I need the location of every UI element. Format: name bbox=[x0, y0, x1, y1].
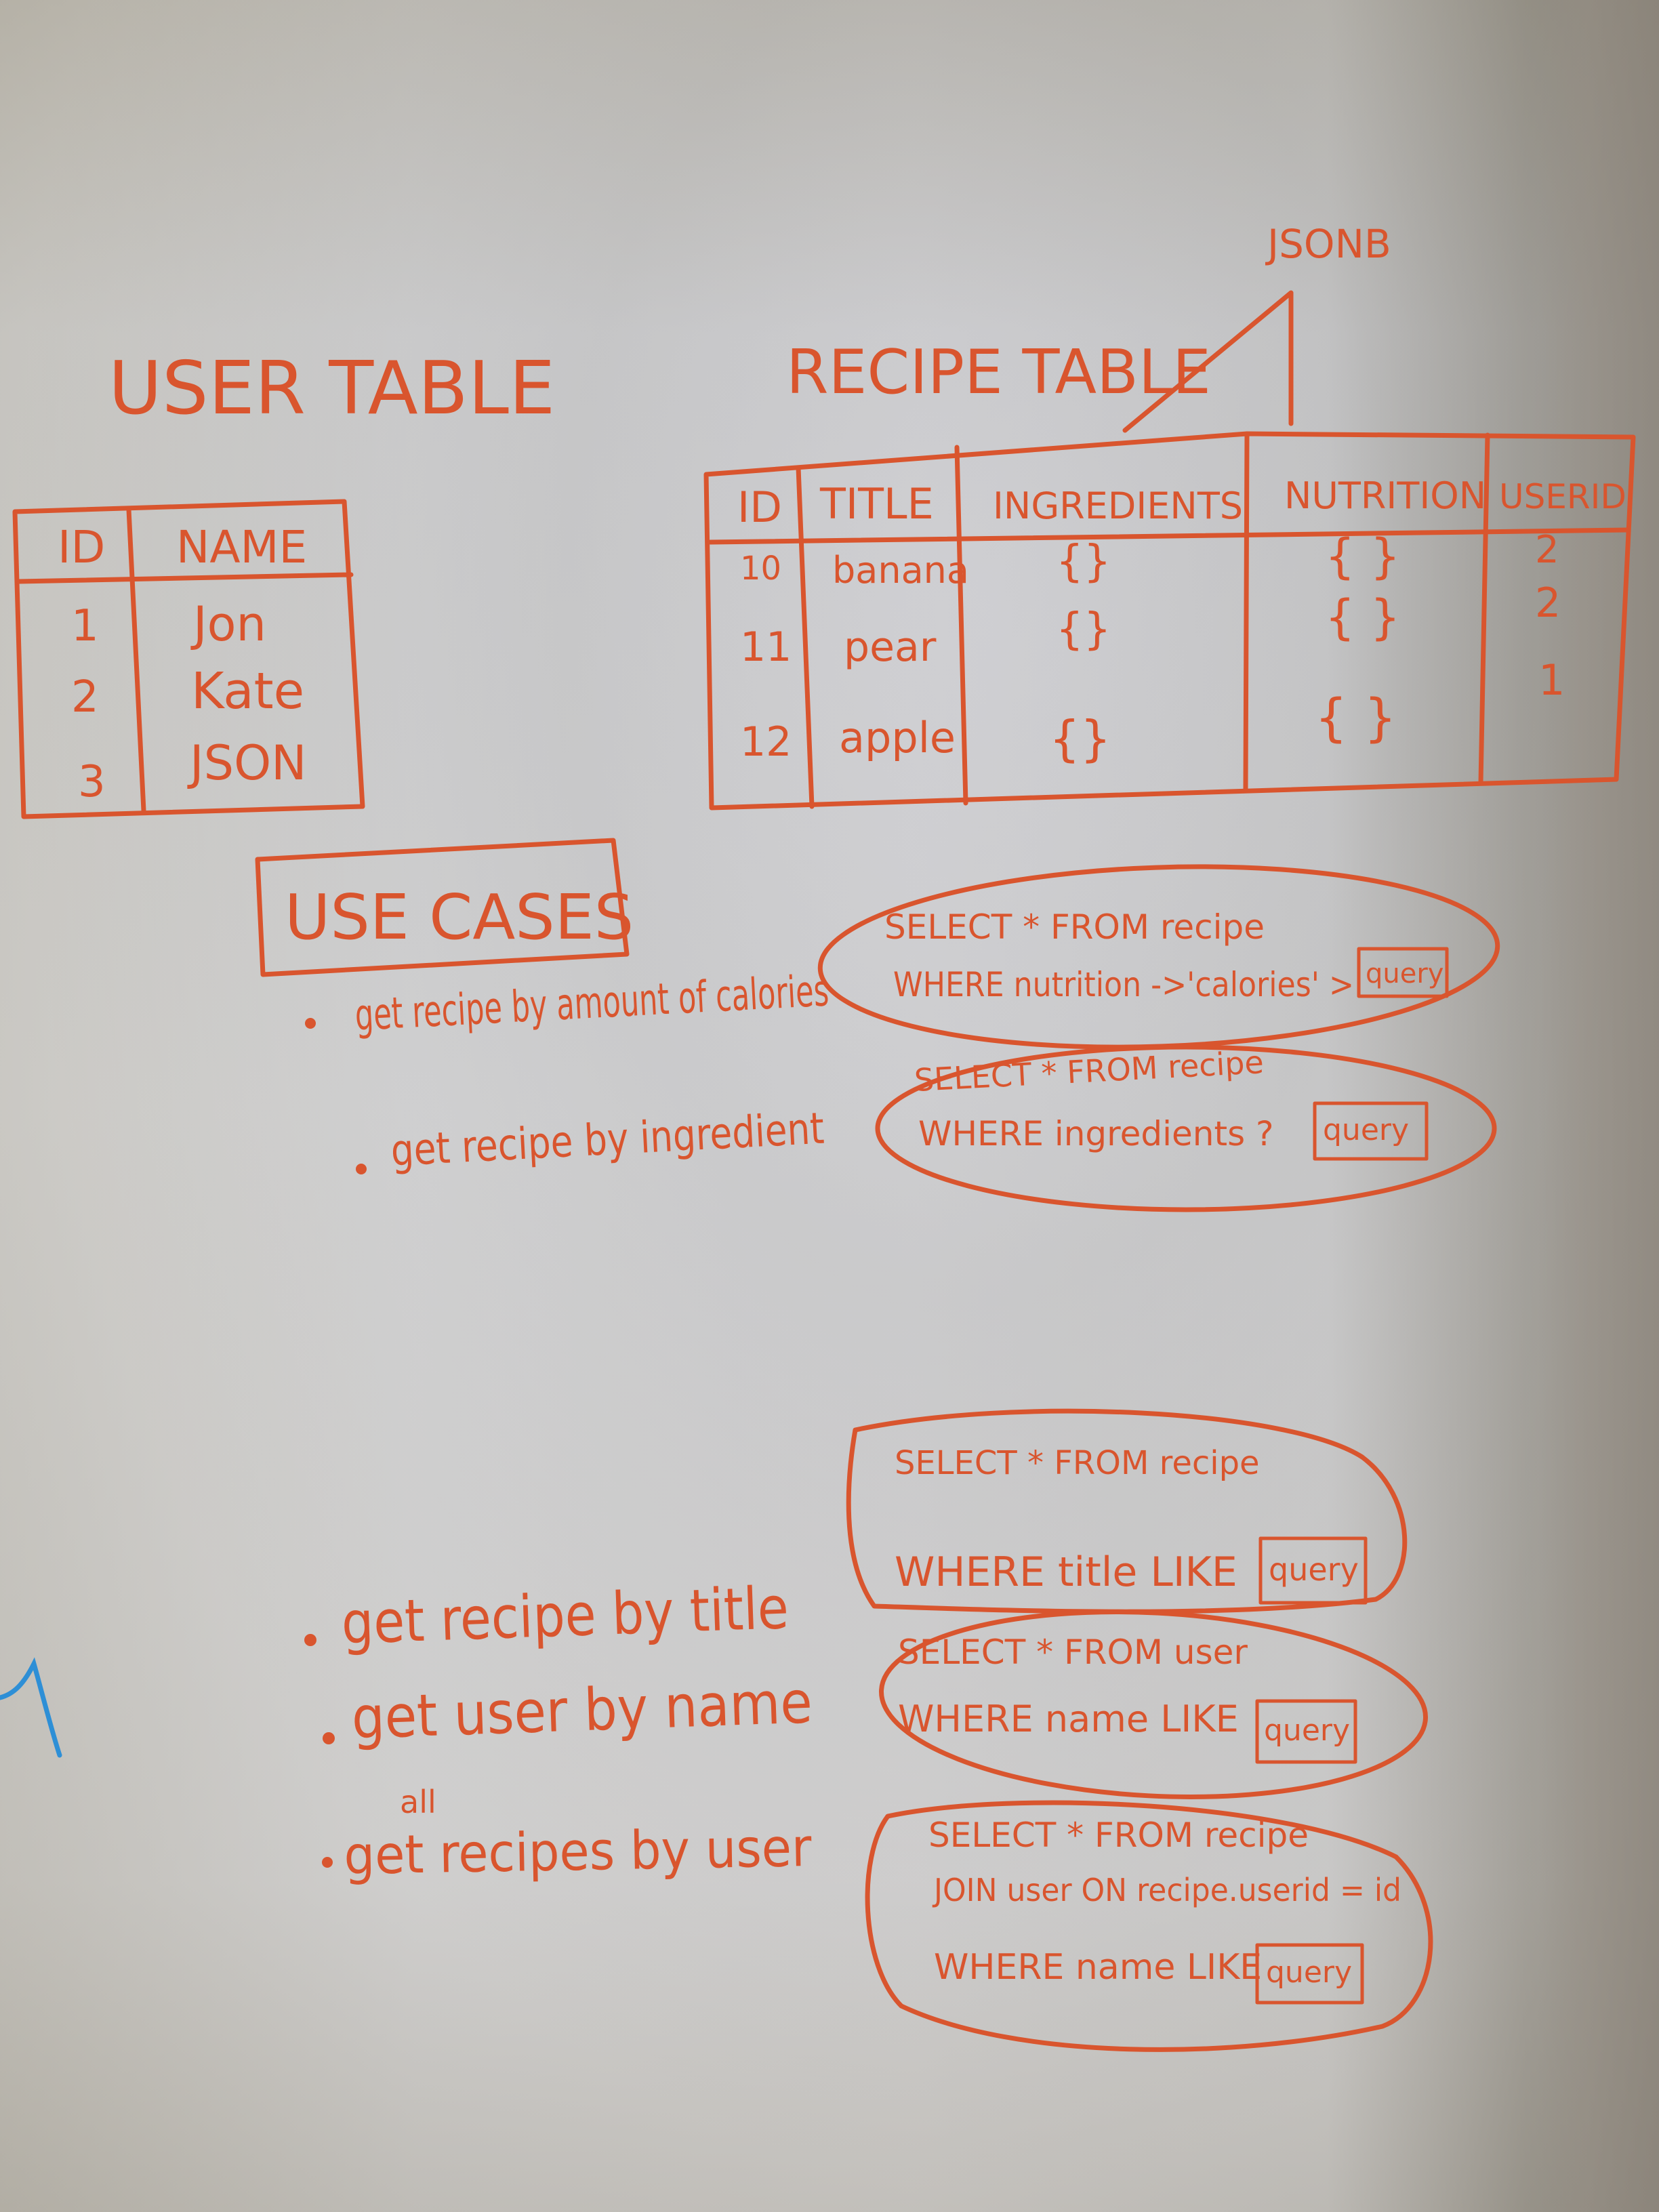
user-table-cell: Jon bbox=[190, 596, 266, 652]
recipe-table-column-divider bbox=[1243, 431, 1250, 792]
recipe-table-cell: { } bbox=[1315, 687, 1397, 747]
recipe-table-cell: pear bbox=[844, 623, 937, 671]
recipe-table-cell: {} bbox=[1056, 605, 1111, 655]
user-table-border bbox=[12, 499, 365, 819]
user-table-header-id: ID bbox=[58, 521, 105, 573]
recipe-table-cell: apple bbox=[839, 713, 956, 762]
query-line: WHERE name LIKE bbox=[934, 1947, 1262, 1988]
recipe-table-header-title: TITLE bbox=[819, 479, 934, 529]
wall-shadow bbox=[1538, 0, 1659, 2212]
use-case-label: get recipe by title bbox=[340, 1574, 790, 1658]
query-bubble bbox=[878, 1610, 1429, 1799]
user-table-cell: 2 bbox=[71, 672, 99, 722]
recipe-table-cell: 2 bbox=[1535, 528, 1559, 572]
query-placeholder: query bbox=[1266, 1955, 1352, 1990]
query-bubble bbox=[875, 1044, 1497, 1212]
recipe-table: ID TITLE INGREDIENTS NUTRITION USERID 10… bbox=[703, 431, 1636, 811]
recipe-table-cell: 12 bbox=[740, 718, 792, 766]
use-cases-box bbox=[255, 838, 630, 977]
recipe-table-header-divider bbox=[708, 527, 1629, 545]
query-placeholder-box bbox=[1255, 1699, 1357, 1764]
query-placeholder: query bbox=[1323, 1113, 1409, 1147]
query-placeholder-box bbox=[1255, 1943, 1364, 2005]
recipe-table-cell: { } bbox=[1325, 590, 1400, 645]
recipe-table-header-id: ID bbox=[737, 483, 782, 532]
query-line: WHERE name LIKE bbox=[898, 1698, 1239, 1740]
query-line: WHERE nutrition ->'calories' > bbox=[893, 965, 1354, 1004]
recipe-table-header-ingredients: INGREDIENTS bbox=[993, 485, 1243, 527]
query-line: JOIN user ON recipe.userid = id bbox=[932, 1872, 1401, 1908]
user-table-cell: JSON bbox=[187, 735, 307, 791]
use-case-label: get recipe by ingredient bbox=[390, 1104, 825, 1176]
user-table-column-divider bbox=[126, 507, 146, 813]
query-bubble bbox=[846, 1408, 1408, 1614]
recipe-table-header-userid: USERID bbox=[1499, 477, 1626, 516]
user-table-header-name: NAME bbox=[176, 521, 307, 573]
recipe-table-cell: banana bbox=[832, 549, 969, 592]
query-bubble bbox=[865, 1800, 1433, 2052]
recipe-table-title: RECIPE TABLE bbox=[786, 337, 1211, 408]
query-placeholder: query bbox=[1269, 1551, 1359, 1588]
recipe-table-cell: {} bbox=[1049, 710, 1111, 767]
recipe-table-cell: { } bbox=[1325, 529, 1400, 584]
query-line: WHERE title LIKE bbox=[895, 1549, 1237, 1596]
recipe-table-cell: {} bbox=[1056, 537, 1111, 587]
bullet-dot bbox=[304, 1634, 316, 1646]
use-case-label: get recipe by amount of calories bbox=[354, 966, 830, 1041]
query-line: SELECT * FROM user bbox=[898, 1633, 1248, 1672]
blue-marker-stroke bbox=[0, 1657, 62, 1758]
use-case-label: get recipes by user bbox=[344, 1818, 813, 1887]
bullet-dot bbox=[356, 1164, 367, 1174]
recipe-table-border bbox=[703, 431, 1636, 811]
recipe-table-cell: 10 bbox=[740, 550, 781, 588]
recipe-table-column-divider bbox=[954, 445, 968, 806]
use-case-label: get user by name bbox=[350, 1668, 813, 1753]
query-placeholder: query bbox=[1264, 1713, 1350, 1748]
query-bubble bbox=[817, 864, 1500, 1050]
recipe-table-cell: 2 bbox=[1535, 579, 1561, 627]
recipe-table-header-nutrition: NUTRITION bbox=[1284, 474, 1486, 517]
query-placeholder-box bbox=[1258, 1536, 1368, 1605]
bullet-dot bbox=[322, 1857, 333, 1868]
recipe-table-cell: 11 bbox=[740, 623, 792, 671]
insert-word: all bbox=[400, 1784, 436, 1820]
query-placeholder-box bbox=[1313, 1101, 1429, 1161]
bullet-dot bbox=[323, 1732, 335, 1744]
user-table-cell: 1 bbox=[71, 601, 99, 651]
query-line: SELECT * FROM recipe bbox=[884, 907, 1265, 947]
user-table: ID NAME 1 Jon 2 Kate 3 JSON bbox=[12, 499, 365, 819]
user-table-cell: Kate bbox=[191, 662, 304, 720]
recipe-table-cell: 1 bbox=[1538, 655, 1565, 705]
user-table-header-divider bbox=[16, 572, 354, 584]
jsonb-label: JSONB bbox=[1265, 221, 1391, 267]
user-table-title: USER TABLE bbox=[108, 346, 555, 431]
bullet-dot bbox=[305, 1018, 316, 1029]
use-cases-title: USE CASES bbox=[285, 881, 634, 954]
query-line: SELECT * FROM recipe bbox=[895, 1444, 1260, 1482]
jsonb-pointer-arrow bbox=[1122, 290, 1294, 433]
query-line: SELECT * FROM recipe bbox=[928, 1816, 1309, 1855]
query-placeholder-box bbox=[1357, 947, 1449, 998]
recipe-table-column-divider bbox=[1478, 432, 1490, 785]
user-table-cell: 3 bbox=[78, 757, 106, 807]
recipe-table-column-divider bbox=[796, 465, 815, 809]
query-line: WHERE ingredients ? bbox=[918, 1114, 1274, 1153]
query-placeholder: query bbox=[1366, 958, 1443, 989]
